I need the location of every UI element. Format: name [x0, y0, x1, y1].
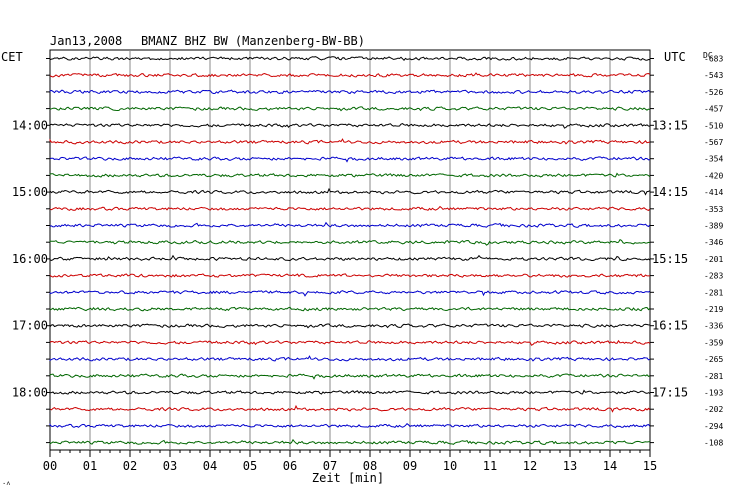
seismic-trace [49, 172, 651, 178]
x-tick-label: 10 [443, 459, 457, 473]
right-hour-label: 13:15 [652, 118, 688, 132]
dc-offset-label: -193 [704, 389, 723, 398]
right-timezone-label: UTC [664, 50, 686, 64]
right-hour-label: 15:15 [652, 252, 688, 266]
dc-label: DC [703, 51, 713, 60]
seismic-trace [49, 239, 651, 246]
x-tick-label: 12 [523, 459, 537, 473]
dc-offset-label: -294 [704, 422, 723, 431]
dc-offset-label: -414 [704, 188, 723, 197]
left-hour-label: 14:00 [12, 118, 48, 132]
x-tick-label: 04 [203, 459, 217, 473]
seismic-trace [49, 389, 651, 395]
x-tick-label: 14 [603, 459, 617, 473]
seismic-trace [49, 355, 651, 362]
x-tick-label: 00 [43, 459, 57, 473]
left-timezone-label: CET [1, 50, 23, 64]
seismic-trace [49, 156, 651, 163]
left-hour-label: 15:00 [12, 185, 48, 199]
dc-offset-label: -219 [704, 305, 723, 314]
x-tick-label: 05 [243, 459, 257, 473]
seismic-trace [49, 273, 651, 278]
plot-frame [49, 49, 651, 451]
dc-offset-label: -201 [704, 255, 723, 264]
x-axis-label: Zeit [min] [312, 471, 384, 485]
x-tick-label: 11 [483, 459, 497, 473]
dc-offset-label: -202 [704, 405, 723, 414]
x-tick-label: 01 [83, 459, 97, 473]
seismic-trace [49, 205, 651, 211]
label-layer: -683 -543 -526 -457 -510 -567 -354 -420 -414 -353… [12, 55, 724, 448]
dc-offset-label: -683 [704, 55, 723, 64]
corner-mark: ·˄ [2, 480, 10, 488]
dc-offset-label: -510 [704, 121, 723, 130]
seismic-trace [49, 106, 651, 112]
dc-offset-label: -336 [704, 322, 723, 331]
dc-offset-label: -457 [704, 105, 723, 114]
dc-offset-label: -389 [704, 222, 723, 231]
seismic-trace [49, 290, 651, 297]
dc-offset-label: -353 [704, 205, 723, 214]
seismic-trace [49, 56, 651, 61]
minute-gridlines [89, 50, 611, 450]
x-tick-label: 08 [363, 459, 377, 473]
dc-offset-label: -567 [704, 138, 723, 147]
seismic-trace [49, 306, 651, 312]
header-station: BMANZ BHZ BW (Manzenberg-BW-BB) [141, 34, 365, 48]
seismic-trace [49, 187, 651, 196]
trace-layer [49, 56, 651, 445]
left-hour-label: 18:00 [12, 386, 48, 400]
x-tick-label: 09 [403, 459, 417, 473]
seismic-trace [49, 123, 651, 129]
seismic-trace [49, 221, 651, 228]
seismic-trace [49, 373, 651, 380]
dc-offset-label: -359 [704, 338, 723, 347]
right-hour-label: 14:15 [652, 185, 688, 199]
dc-offset-label: -420 [704, 171, 723, 180]
dc-offset-label: -543 [704, 71, 723, 80]
left-hour-label: 17:00 [12, 319, 48, 333]
x-axis: 00 01 02 03 04 05 06 07 08 09 10 11 12 13 14 15 [43, 450, 657, 473]
seismic-trace [49, 438, 651, 445]
left-hour-label: 16:00 [12, 252, 48, 266]
seismic-trace [49, 89, 651, 95]
dc-offset-label: -346 [704, 238, 723, 247]
x-tick-label: 13 [563, 459, 577, 473]
seismic-trace [49, 423, 651, 429]
seismic-trace [49, 254, 651, 262]
header-date: Jan13,2008 [50, 34, 122, 48]
right-hour-label: 16:15 [652, 319, 688, 333]
seismic-trace [49, 323, 651, 329]
x-tick-label: 06 [283, 459, 297, 473]
dc-offset-label: -283 [704, 272, 723, 281]
x-tick-label: 07 [323, 459, 337, 473]
dc-offset-label: -108 [704, 439, 723, 448]
dc-offset-label: -354 [704, 155, 723, 164]
dc-offset-label: -281 [704, 288, 723, 297]
seismic-trace [49, 72, 651, 78]
right-hour-label: 17:15 [652, 386, 688, 400]
seismic-trace [49, 404, 651, 413]
x-tick-label: 03 [163, 459, 177, 473]
seismic-trace [49, 138, 651, 145]
dc-offset-label: -265 [704, 355, 723, 364]
seismic-trace [49, 339, 651, 346]
dc-offset-label: -526 [704, 88, 723, 97]
x-tick-label: 15 [643, 459, 657, 473]
dc-offset-label: -281 [704, 372, 723, 381]
x-tick-label: 02 [123, 459, 137, 473]
